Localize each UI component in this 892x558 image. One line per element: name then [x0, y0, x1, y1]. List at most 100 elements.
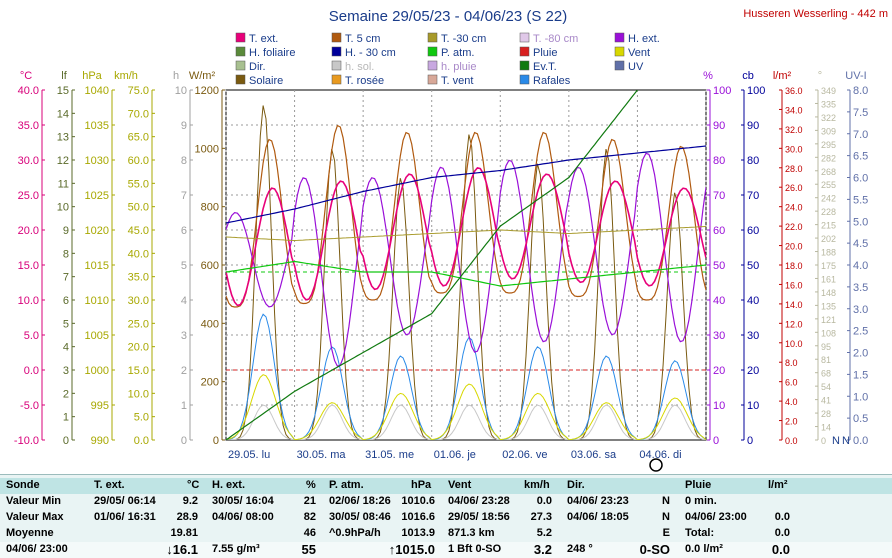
- summary-cell-p-val: ↑1015.0: [388, 542, 435, 557]
- axis-tick-label: 10: [57, 202, 69, 214]
- axis-unit-label: l/m²: [773, 70, 792, 82]
- axis-tick-label: 8.0: [785, 358, 798, 368]
- summary-row: 04/06/ 23:00 ↓16.1 7.55 g/m³ 55 ↑1015.0 1 Bft…: [0, 542, 892, 558]
- axis-tick-label: 5: [181, 260, 187, 272]
- summary-cell-h-time: 30/05/ 16:04: [212, 495, 274, 507]
- summary-cell-h-val: 46: [303, 527, 316, 539]
- series-line-h-ext-: [226, 152, 706, 367]
- legend-label: Pluie: [533, 47, 557, 59]
- summary-cell-h-val: 82: [303, 511, 316, 523]
- legend-label: Rafales: [533, 75, 571, 87]
- axis-tick-label: 20.0: [128, 342, 149, 354]
- axis-tick-label: 1015: [85, 260, 109, 272]
- axis-tick-label: 80: [747, 155, 759, 167]
- x-tick-label: 30.05. ma: [297, 449, 347, 461]
- axis-tick-label: 0: [821, 436, 826, 446]
- axis-tick-label: 2: [63, 388, 69, 400]
- axis-tick-label: 0: [713, 435, 719, 447]
- summary-cell-h-val: 55: [301, 542, 316, 557]
- summary-cell-d-val: N: [662, 511, 670, 523]
- axis-tick-label: 25.0: [18, 190, 39, 202]
- legend-label: Vent: [628, 47, 650, 59]
- weather-chart: 29.05. lu 30.05. ma 31.05. me 01.06. je 02.0…: [14, 8, 888, 472]
- axis-tick-label: 282: [821, 153, 836, 163]
- legend-swatch: [519, 46, 530, 57]
- axis-tick-label: 5.5: [853, 194, 868, 206]
- series-line-vent: [226, 374, 706, 440]
- legend-swatch: [235, 46, 246, 57]
- col-pluie-unit: l/m²: [768, 479, 788, 491]
- legend-swatch: [331, 32, 342, 43]
- summary-cell-v-time: 1 Bft 0-SO: [448, 543, 502, 555]
- station-name: Husseren Wesserling - 442 m: [743, 8, 888, 20]
- summary-cell-p-val: 1010.6: [401, 495, 435, 507]
- axis-tick-label: 24.0: [785, 203, 803, 213]
- legend-swatch: [331, 60, 342, 71]
- axis-tick-label: -5.0: [20, 400, 39, 412]
- axis-tick-label: 30: [747, 330, 759, 342]
- axis-tick-label: 0.0: [853, 435, 868, 447]
- axis-tick-label: 75.0: [128, 85, 149, 97]
- chart-axes: 29.05. lu 30.05. ma 31.05. me 01.06. je 02.0…: [14, 70, 868, 461]
- col-patm-unit: hPa: [411, 479, 432, 491]
- axis-tick-label: 16.0: [785, 280, 803, 290]
- summary-cell-label: Valeur Max: [6, 511, 64, 523]
- axis-tick-label: 148: [821, 288, 836, 298]
- col-hext-unit: %: [306, 479, 316, 491]
- summary-cell-v-time: 29/05/ 18:56: [448, 511, 510, 523]
- summary-cell-p-val: 1013.9: [401, 527, 435, 539]
- legend-label: Dir.: [249, 61, 266, 73]
- axis-tick-label: 0: [63, 435, 69, 447]
- axis-tick-label: 2: [181, 365, 187, 377]
- axis-tick-label: 1: [63, 412, 69, 424]
- axis-tick-label: 175: [821, 261, 836, 271]
- summary-row: Valeur Max 01/06/ 16:31 28.9 04/06/ 08:00 82…: [0, 510, 892, 526]
- legend-swatch: [427, 32, 438, 43]
- axis-tick-label: 15.0: [128, 365, 149, 377]
- x-tick-label: 04.06. di: [639, 449, 681, 461]
- axis-tick-label: 40.0: [18, 85, 39, 97]
- summary-cell-h-time: 04/06/ 08:00: [212, 511, 274, 523]
- cursor-marker[interactable]: [649, 458, 663, 472]
- axis-tick-label: 7.5: [853, 107, 868, 119]
- axis-tick-label: 6: [181, 225, 187, 237]
- axis-tick-label: 228: [821, 207, 836, 217]
- axis-tick-label: 100: [713, 85, 731, 97]
- axis-tick-label: 3: [181, 330, 187, 342]
- axis-tick-label: 200: [201, 377, 219, 389]
- axis-tick-label: 12: [57, 155, 69, 167]
- legend-swatch: [427, 60, 438, 71]
- legend-swatch: [519, 74, 530, 85]
- axis-tick-label: 202: [821, 234, 836, 244]
- dir-marker-n: N: [842, 435, 850, 447]
- col-patm: P. atm.: [329, 479, 364, 491]
- axis-tick-label: 400: [201, 318, 219, 330]
- legend-label: H. foliaire: [249, 47, 295, 59]
- axis-tick-label: 5: [63, 318, 69, 330]
- axis-tick-label: 25.0: [128, 318, 149, 330]
- legend-label: T. vent: [441, 75, 473, 87]
- legend-label: H. - 30 cm: [345, 47, 396, 59]
- axis-tick-label: 1035: [85, 120, 109, 132]
- axis-tick-label: 40: [747, 295, 759, 307]
- series-line-h-30-cm: [226, 145, 706, 224]
- legend-swatch: [614, 60, 625, 71]
- axis-tick-label: 4.0: [785, 397, 798, 407]
- summary-header-row: Sonde T. ext. °C H. ext. % P. atm. hPa V…: [0, 478, 892, 494]
- axis-tick-label: 10.0: [18, 295, 39, 307]
- summary-cell-t-val: 9.2: [182, 495, 198, 507]
- summary-cell-d-time: 04/06/ 23:23: [567, 495, 629, 507]
- axis-tick-label: 1040: [85, 85, 109, 97]
- axis-tick-label: 45.0: [128, 225, 149, 237]
- summary-cell-v-val: 5.2: [536, 527, 552, 539]
- summary-cell-label: Valeur Min: [6, 495, 62, 507]
- axis-tick-label: 28.0: [785, 164, 803, 174]
- legend-swatch: [519, 32, 530, 43]
- axis-tick-label: 15: [57, 85, 69, 97]
- summary-cell-v-time: 04/06/ 23:28: [448, 495, 510, 507]
- legend-swatch: [427, 74, 438, 85]
- axis-tick-label: 36.0: [785, 86, 803, 96]
